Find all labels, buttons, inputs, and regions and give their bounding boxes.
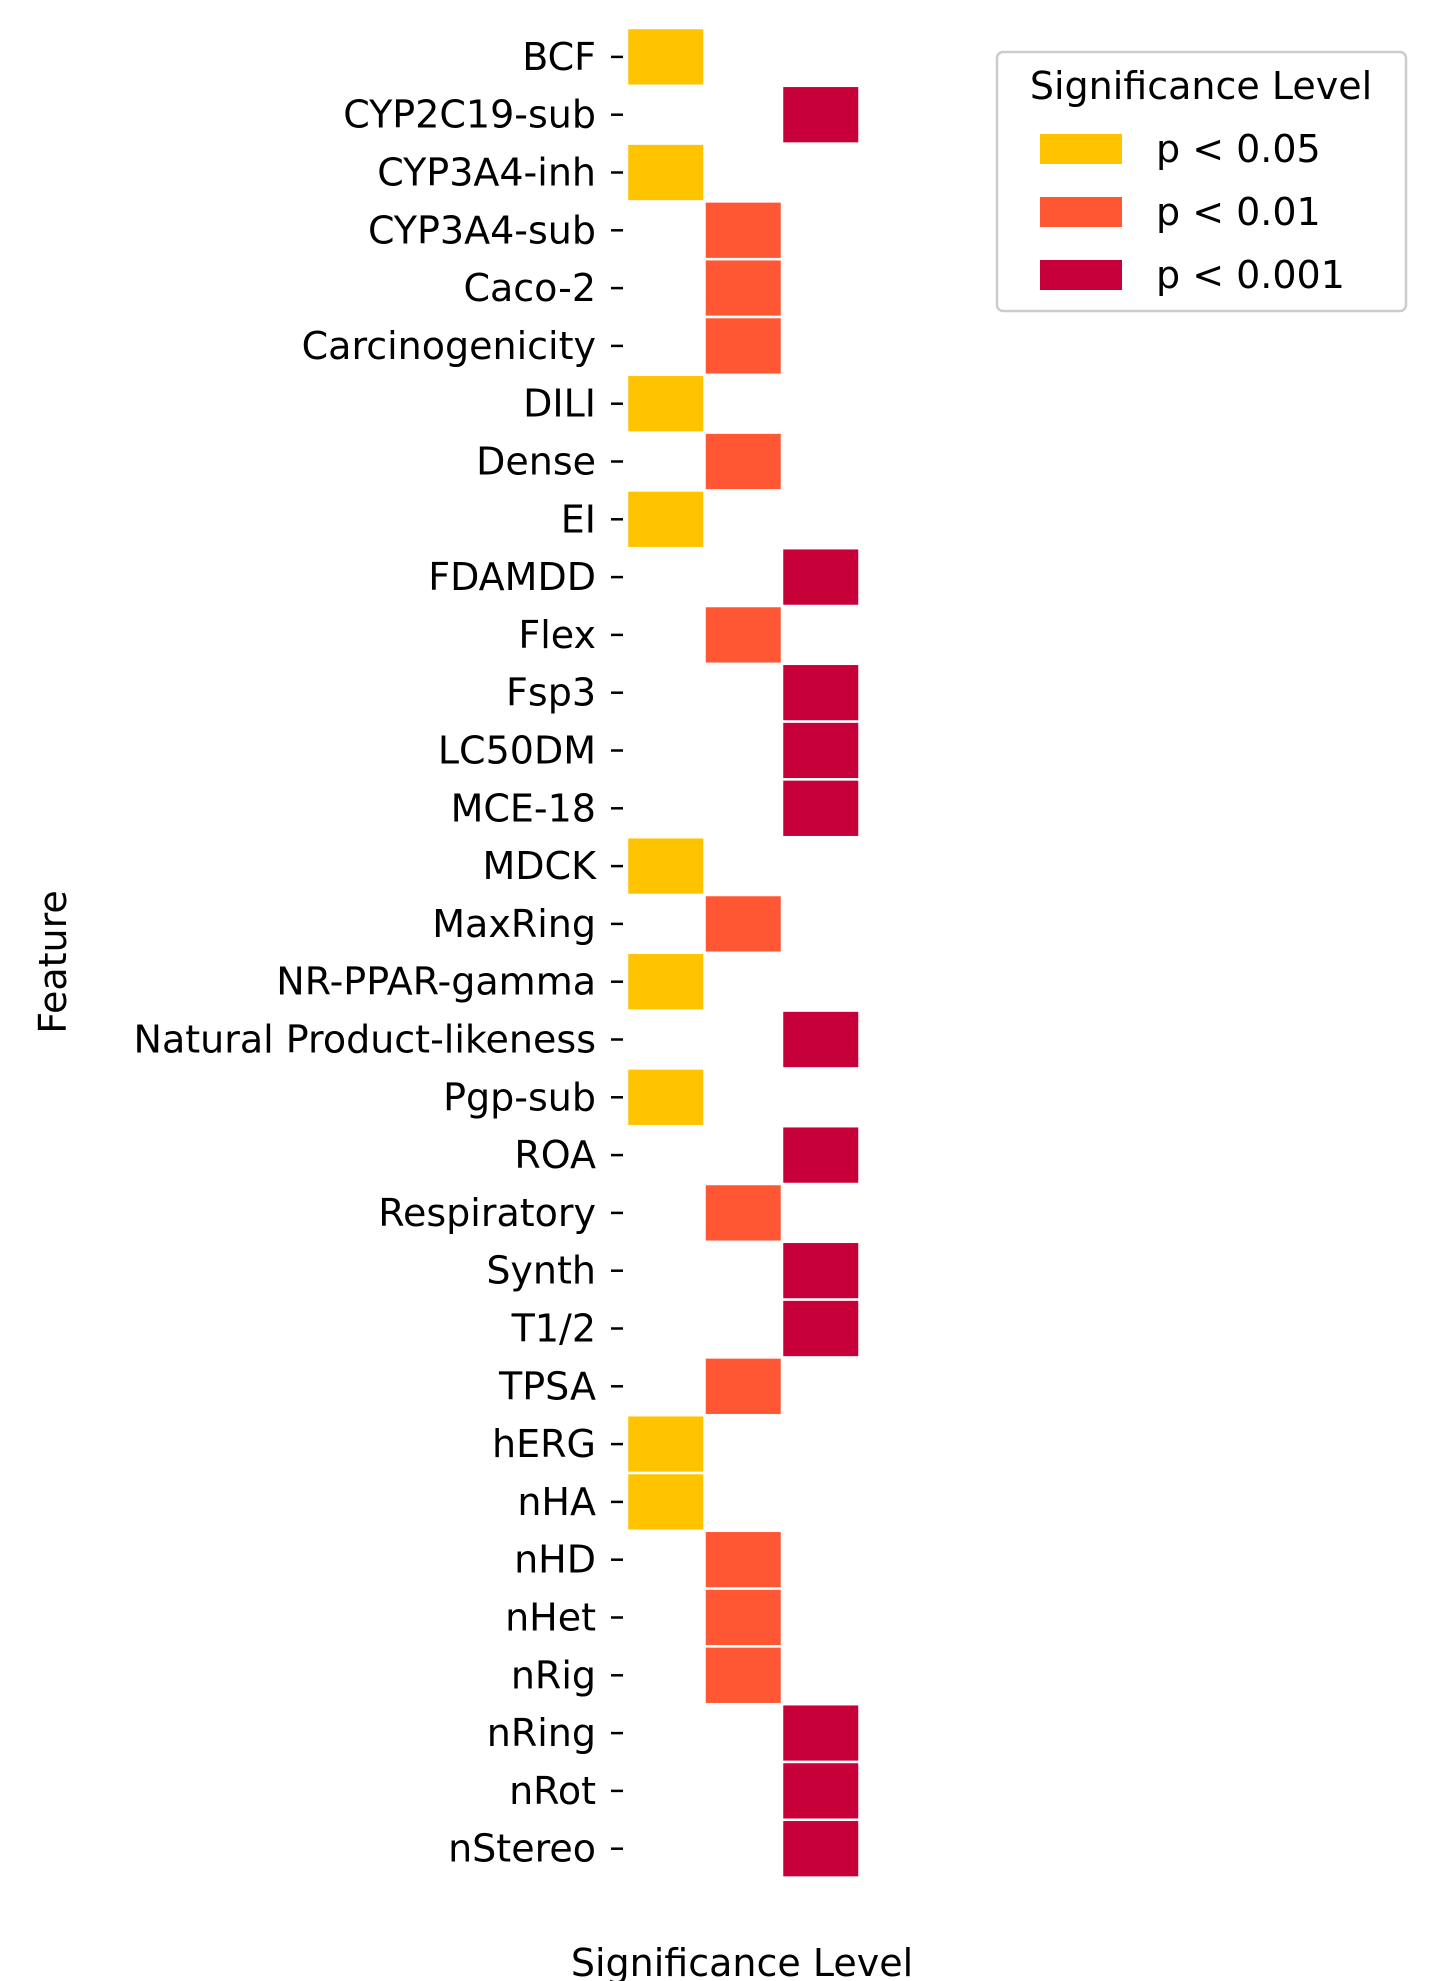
y-tick-label: Natural Product-likeness <box>134 1018 596 1062</box>
y-tick-label: CYP3A4-inh <box>377 151 596 195</box>
legend-frame <box>995 50 1408 313</box>
y-tick-label: nRig <box>511 1653 596 1697</box>
heatmap-cell <box>703 315 784 377</box>
heatmap-cell <box>703 604 784 666</box>
heatmap-cell <box>625 835 706 897</box>
y-tick-label: nHA <box>517 1480 596 1524</box>
heatmap-cell <box>703 1587 784 1648</box>
legend-label: p < 0.001 <box>1156 253 1345 297</box>
y-tick-label: Fsp3 <box>506 671 596 715</box>
y-tick-label: LC50DM <box>438 729 596 773</box>
y-tick-label: Carcinogenicity <box>302 324 596 368</box>
y-tick-label: Pgp-sub <box>443 1075 596 1119</box>
heatmap-cell <box>625 951 706 1012</box>
heatmap-cell <box>780 662 861 723</box>
heatmap-cell <box>703 431 784 492</box>
y-tick-label: nHD <box>514 1538 596 1582</box>
y-tick-label: MaxRing <box>432 902 596 946</box>
heatmap-cell <box>625 489 706 550</box>
y-tick-label: MDCK <box>483 844 598 888</box>
heatmap-cell <box>780 1240 861 1301</box>
legend-title: Significance Level <box>1030 64 1372 108</box>
legend-swatch <box>1040 197 1122 227</box>
y-tick-label: ROA <box>514 1133 596 1177</box>
heatmap-cell <box>625 373 706 434</box>
heatmap-cell <box>780 1009 861 1070</box>
legend-label: p < 0.05 <box>1156 127 1321 171</box>
y-tick-label: nHet <box>505 1596 596 1640</box>
heatmap-cell <box>625 142 706 203</box>
feature-axis: BCF CYP2C19-sub CYP3A4-inh CYP3A4-sub Caco-2… <box>134 35 623 1871</box>
legend: Significance Level p < 0.05p < 0.01p < 0… <box>995 50 1408 313</box>
heatmap-cell <box>703 257 784 319</box>
heatmap-cell <box>780 1818 861 1879</box>
y-tick-label: nRot <box>509 1769 596 1813</box>
y-tick-label: T1/2 <box>511 1307 596 1351</box>
heatmap-cell <box>780 1124 861 1186</box>
heatmap-cell <box>703 1645 784 1706</box>
legend-label: p < 0.01 <box>1156 190 1321 234</box>
y-tick-label: hERG <box>492 1422 596 1466</box>
y-tick-label: TPSA <box>498 1364 596 1408</box>
heatmap-cell <box>625 26 706 88</box>
heatmap-cell <box>780 1760 861 1822</box>
y-tick-label: CYP2C19-sub <box>343 93 596 137</box>
heatmap-cell <box>780 546 861 608</box>
heatmap-cell <box>625 1413 706 1475</box>
y-tick-label: CYP3A4-sub <box>368 208 596 252</box>
heatmap-cells <box>625 26 861 1879</box>
heatmap-cell <box>703 1182 784 1244</box>
y-tick-label: nRing <box>487 1711 596 1755</box>
heatmap-cell <box>780 1298 861 1359</box>
y-tick-label: EI <box>561 497 596 541</box>
y-tick-label: BCF <box>522 35 596 79</box>
heatmap-cell <box>625 1067 706 1128</box>
legend-swatch <box>1040 134 1122 164</box>
y-tick-label: Caco-2 <box>463 266 596 310</box>
y-tick-label: NR-PPAR-gamma <box>276 960 596 1004</box>
heatmap-cell <box>703 893 784 955</box>
y-axis-title: Feature <box>31 890 75 1034</box>
legend-swatch <box>1040 260 1122 290</box>
y-tick-label: Synth <box>486 1249 596 1293</box>
y-tick-label: Flex <box>518 613 596 657</box>
y-tick-label: FDAMDD <box>428 555 596 599</box>
heatmap-cell <box>703 1529 784 1590</box>
heatmap-cell <box>780 778 861 839</box>
x-axis-title: Significance Level <box>571 1941 913 1981</box>
y-tick-label: nStereo <box>448 1827 596 1871</box>
heatmap-cell <box>780 1702 861 1764</box>
y-tick-label: DILI <box>523 382 596 426</box>
legend-entries: p < 0.05 p < 0.01 p < 0.001 <box>1040 127 1345 297</box>
y-tick-label: MCE-18 <box>451 786 596 830</box>
heatmap-cell <box>780 84 861 145</box>
y-tick-label: Dense <box>476 440 596 484</box>
heatmap-cell <box>703 200 784 261</box>
heatmap-cell <box>625 1471 706 1533</box>
y-tick-label: Respiratory <box>378 1191 596 1235</box>
heatmap-cell <box>703 1356 784 1417</box>
heatmap-cell <box>780 720 861 781</box>
